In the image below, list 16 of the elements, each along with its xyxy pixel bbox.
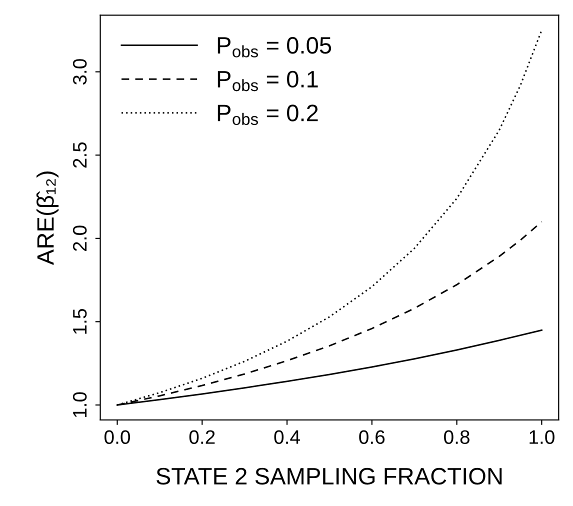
y-tick-label: 2.0 bbox=[72, 226, 87, 251]
y-tick-label: 1.0 bbox=[72, 392, 87, 418]
legend-label: P$_{obs}$ = 0.05 bbox=[218, 37, 332, 58]
x-tick-label: 1.0 bbox=[530, 430, 554, 444]
legend-label: P$_{obs}$ = 0.1 bbox=[218, 70, 318, 92]
legend-label: P$_{obs}$ = 0.2 bbox=[218, 104, 318, 126]
x-tick-label: 0.4 bbox=[274, 430, 300, 444]
y-tick-label: 2.5 bbox=[72, 142, 87, 168]
x-axis-title: STATE 2 SAMPLING FRACTION bbox=[156, 468, 502, 485]
y-axis-title: ARE(β̂₁₂) bbox=[36, 172, 59, 266]
x-tick-label: 0.8 bbox=[444, 430, 470, 444]
x-tick-label: 0.6 bbox=[359, 430, 385, 444]
x-tick-label: 0.0 bbox=[104, 430, 130, 444]
y-tick-label: 1.5 bbox=[73, 308, 87, 334]
x-tick-label: 0.2 bbox=[189, 430, 215, 444]
y-tick-label: 3.0 bbox=[72, 59, 87, 85]
